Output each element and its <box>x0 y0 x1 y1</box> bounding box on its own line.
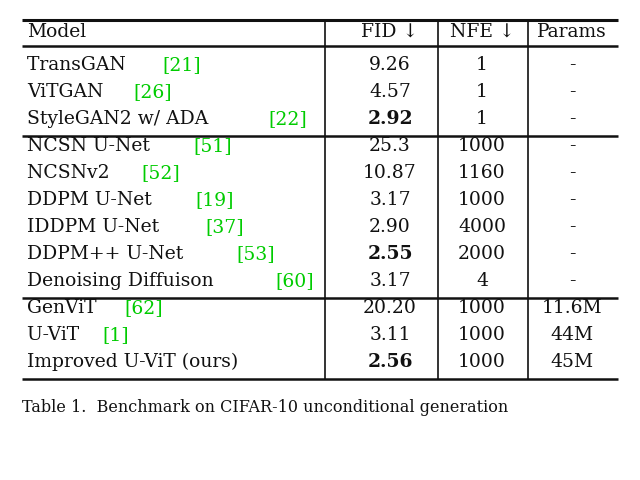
Text: [62]: [62] <box>124 299 163 317</box>
Text: 2.90: 2.90 <box>369 218 411 236</box>
Text: 4: 4 <box>476 272 488 290</box>
Text: -: - <box>569 110 575 128</box>
Text: 9.26: 9.26 <box>369 56 411 74</box>
Text: -: - <box>569 191 575 209</box>
Text: 1160: 1160 <box>458 164 506 182</box>
Text: Denoising Diffuison: Denoising Diffuison <box>27 272 220 290</box>
Text: TransGAN: TransGAN <box>27 56 132 74</box>
Text: -: - <box>569 245 575 263</box>
Text: 3.17: 3.17 <box>369 191 411 209</box>
Text: 45M: 45M <box>550 353 593 371</box>
Text: 2.55: 2.55 <box>367 245 413 263</box>
Text: [52]: [52] <box>141 164 180 182</box>
Text: 3.17: 3.17 <box>369 272 411 290</box>
Text: [1]: [1] <box>102 326 129 344</box>
Text: IDDPM U-Net: IDDPM U-Net <box>27 218 165 236</box>
Text: -: - <box>569 137 575 155</box>
Text: 1000: 1000 <box>458 299 506 317</box>
Text: 2.56: 2.56 <box>367 353 413 371</box>
Text: [21]: [21] <box>162 56 201 74</box>
Text: NFE ↓: NFE ↓ <box>450 23 515 41</box>
Text: [26]: [26] <box>133 83 172 101</box>
Text: NCSNv2: NCSNv2 <box>27 164 116 182</box>
Text: [37]: [37] <box>205 218 244 236</box>
Text: GenViT: GenViT <box>27 299 102 317</box>
Text: 1000: 1000 <box>458 326 506 344</box>
Text: 1000: 1000 <box>458 137 506 155</box>
Text: 1000: 1000 <box>458 353 506 371</box>
Text: 1000: 1000 <box>458 191 506 209</box>
Text: -: - <box>569 83 575 101</box>
Text: Table 1.  Benchmark on CIFAR-10 unconditional generation: Table 1. Benchmark on CIFAR-10 unconditi… <box>22 399 508 416</box>
Text: Improved U-ViT (ours): Improved U-ViT (ours) <box>27 353 244 371</box>
Text: 44M: 44M <box>550 326 593 344</box>
Text: DDPM++ U-Net: DDPM++ U-Net <box>27 245 189 263</box>
Text: 25.3: 25.3 <box>369 137 411 155</box>
Text: 10.87: 10.87 <box>363 164 417 182</box>
Text: StyleGAN2 w/ ADA: StyleGAN2 w/ ADA <box>27 110 214 128</box>
Text: DDPM U-Net: DDPM U-Net <box>27 191 157 209</box>
Text: FID ↓: FID ↓ <box>362 23 419 41</box>
Text: 3.11: 3.11 <box>369 326 411 344</box>
Text: [51]: [51] <box>193 137 232 155</box>
Text: -: - <box>569 164 575 182</box>
Text: [19]: [19] <box>196 191 234 209</box>
Text: Model: Model <box>27 23 86 41</box>
Text: [22]: [22] <box>269 110 307 128</box>
Text: -: - <box>569 272 575 290</box>
Text: U-ViT: U-ViT <box>27 326 85 344</box>
Text: 1: 1 <box>476 83 488 101</box>
Text: 4.57: 4.57 <box>369 83 411 101</box>
Text: -: - <box>569 56 575 74</box>
Text: 2000: 2000 <box>458 245 506 263</box>
Text: [60]: [60] <box>276 272 314 290</box>
Text: -: - <box>569 218 575 236</box>
Text: Params: Params <box>537 23 607 41</box>
Text: 11.6M: 11.6M <box>541 299 602 317</box>
Text: 4000: 4000 <box>458 218 506 236</box>
Text: 1: 1 <box>476 110 488 128</box>
Text: [53]: [53] <box>236 245 275 263</box>
Text: 2.92: 2.92 <box>367 110 413 128</box>
Text: NCSN U-Net: NCSN U-Net <box>27 137 156 155</box>
Text: 1: 1 <box>476 56 488 74</box>
Text: ViTGAN: ViTGAN <box>27 83 109 101</box>
Text: 20.20: 20.20 <box>363 299 417 317</box>
